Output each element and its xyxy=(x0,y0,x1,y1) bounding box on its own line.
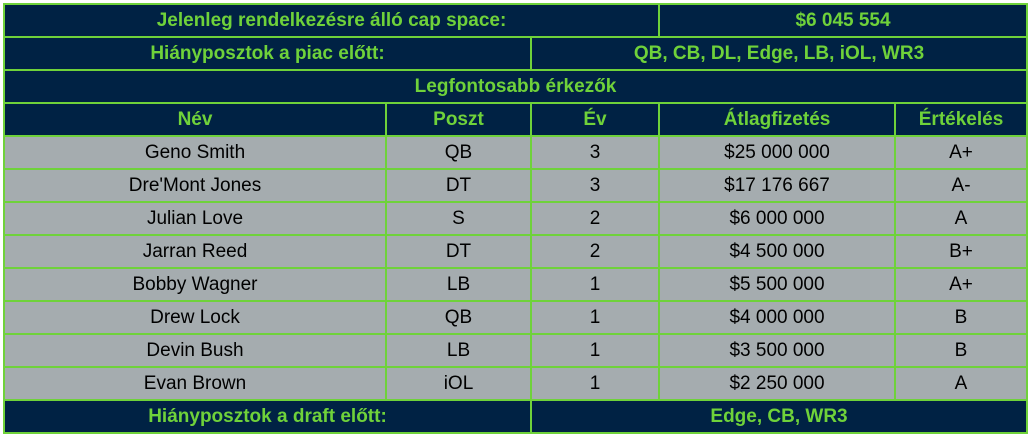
section-title: Legfontosabb érkezők xyxy=(2,69,1028,104)
table-row: Devin Bush LB 1 $3 500 000 B xyxy=(3,333,1028,368)
needs-before-market-label: Hiányposztok a piac előtt: xyxy=(3,36,532,71)
column-header-avg-salary: Átlagfizetés xyxy=(658,102,897,137)
needs-before-draft-value: Edge, CB, WR3 xyxy=(529,399,1028,434)
contract-years: 2 xyxy=(529,234,661,269)
needs-before-draft-row: Hiányposztok a draft előtt: Edge, CB, WR… xyxy=(3,399,1028,434)
contract-years: 3 xyxy=(529,168,661,203)
signings-table: Jelenleg rendelkezésre álló cap space: $… xyxy=(2,3,1028,434)
player-name: Bobby Wagner xyxy=(3,267,387,302)
column-header-position: Poszt xyxy=(385,102,532,137)
table-row: Drew Lock QB 1 $4 000 000 B xyxy=(3,300,1028,335)
cap-space-label: Jelenleg rendelkezésre álló cap space: xyxy=(2,3,661,38)
avg-salary: $5 500 000 xyxy=(658,267,897,302)
grade: B xyxy=(894,300,1028,335)
avg-salary: $17 176 667 xyxy=(658,168,897,203)
player-position: S xyxy=(385,201,532,236)
grade: A xyxy=(894,366,1028,401)
grade: B+ xyxy=(894,234,1028,269)
player-position: LB xyxy=(385,267,532,302)
avg-salary: $2 250 000 xyxy=(658,366,897,401)
player-position: DT xyxy=(385,234,532,269)
contract-years: 1 xyxy=(529,366,661,401)
table-row: Evan Brown iOL 1 $2 250 000 A xyxy=(3,366,1028,401)
player-name: Dre'Mont Jones xyxy=(3,168,387,203)
contract-years: 1 xyxy=(529,300,661,335)
column-header-name: Név xyxy=(3,102,387,137)
table-row: Bobby Wagner LB 1 $5 500 000 A+ xyxy=(3,267,1028,302)
column-header-row: Név Poszt Év Átlagfizetés Értékelés xyxy=(3,102,1028,137)
player-name: Geno Smith xyxy=(3,135,387,170)
avg-salary: $6 000 000 xyxy=(658,201,897,236)
table-row: Jarran Reed DT 2 $4 500 000 B+ xyxy=(3,234,1028,269)
player-name: Evan Brown xyxy=(3,366,387,401)
needs-before-market-value: QB, CB, DL, Edge, LB, iOL, WR3 xyxy=(529,36,1028,71)
column-header-years: Év xyxy=(529,102,661,137)
grade: A+ xyxy=(894,135,1028,170)
avg-salary: $25 000 000 xyxy=(658,135,897,170)
player-name: Drew Lock xyxy=(3,300,387,335)
table-row: Geno Smith QB 3 $25 000 000 A+ xyxy=(3,135,1028,170)
player-name: Julian Love xyxy=(3,201,387,236)
section-title-row: Legfontosabb érkezők xyxy=(2,69,1028,104)
contract-years: 1 xyxy=(529,267,661,302)
cap-space-value: $6 045 554 xyxy=(658,3,1028,38)
needs-before-draft-label: Hiányposztok a draft előtt: xyxy=(3,399,532,434)
contract-years: 3 xyxy=(529,135,661,170)
player-position: LB xyxy=(385,333,532,368)
contract-years: 1 xyxy=(529,333,661,368)
grade: A xyxy=(894,201,1028,236)
avg-salary: $4 000 000 xyxy=(658,300,897,335)
player-name: Jarran Reed xyxy=(3,234,387,269)
player-position: QB xyxy=(385,135,532,170)
contract-years: 2 xyxy=(529,201,661,236)
table-row: Julian Love S 2 $6 000 000 A xyxy=(3,201,1028,236)
column-header-grade: Értékelés xyxy=(894,102,1028,137)
avg-salary: $4 500 000 xyxy=(658,234,897,269)
player-position: DT xyxy=(385,168,532,203)
player-name: Devin Bush xyxy=(3,333,387,368)
needs-before-market-row: Hiányposztok a piac előtt: QB, CB, DL, E… xyxy=(3,36,1028,71)
avg-salary: $3 500 000 xyxy=(658,333,897,368)
grade: A- xyxy=(894,168,1028,203)
table-row: Dre'Mont Jones DT 3 $17 176 667 A- xyxy=(3,168,1028,203)
player-position: iOL xyxy=(385,366,532,401)
cap-space-row: Jelenleg rendelkezésre álló cap space: $… xyxy=(2,3,1028,38)
player-position: QB xyxy=(385,300,532,335)
grade: A+ xyxy=(894,267,1028,302)
grade: B xyxy=(894,333,1028,368)
